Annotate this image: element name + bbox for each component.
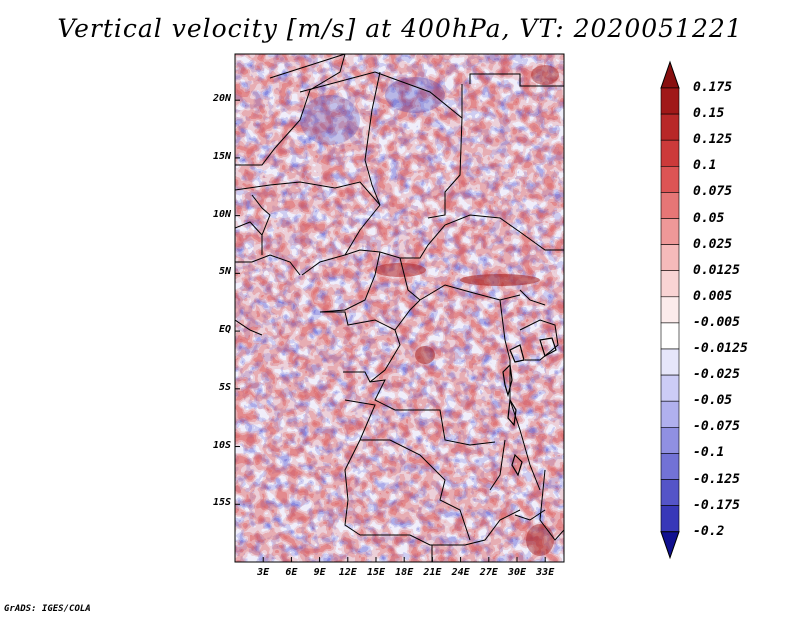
colorbar-level-label: -0.05 xyxy=(693,393,733,409)
lon-label-6e: 6E xyxy=(285,567,298,578)
lat-label-10n: 10N xyxy=(212,208,231,220)
figure-title: Vertical velocity [m/s] at 400hPa, VT: 2… xyxy=(57,14,743,43)
colorbar-swatch xyxy=(660,348,680,376)
colorbar-bottom-arrow xyxy=(660,531,680,560)
lon-label-15e: 15E xyxy=(366,567,386,578)
colorbar-swatch xyxy=(660,453,680,480)
latitude-ticks xyxy=(235,99,240,505)
colorbar-swatch xyxy=(660,192,680,219)
colorbar-level-label: -0.005 xyxy=(693,314,740,330)
colorbar-level-label: -0.025 xyxy=(693,367,740,383)
lat-label-15n: 15N xyxy=(212,150,231,162)
country-borders xyxy=(235,54,564,562)
lon-label-24e: 24E xyxy=(451,567,470,578)
vertical-velocity-field xyxy=(235,54,564,562)
lon-label-30e: 30E xyxy=(507,567,527,578)
colorbar-swatch xyxy=(660,139,680,167)
colorbar-level-label: -0.1 xyxy=(693,445,725,461)
lon-label-9e: 9E xyxy=(313,567,326,578)
colorbar-swatch xyxy=(660,374,680,402)
lon-label-27e: 27E xyxy=(479,567,498,578)
colorbar-swatch xyxy=(660,322,680,350)
lakes xyxy=(502,337,557,477)
colorbar-level-label: -0.0125 xyxy=(693,341,748,356)
colorbar-level-label: -0.075 xyxy=(693,419,740,435)
lat-label-eq: EQ xyxy=(218,324,231,336)
map-frame xyxy=(234,53,565,563)
lon-label-33e: 33E xyxy=(536,567,555,578)
lat-label-5n: 5N xyxy=(218,266,231,278)
lon-label-3e: 3E xyxy=(257,567,270,578)
colorbar-level-label: 0.15 xyxy=(693,106,725,122)
colorbar-level-label: 0.025 xyxy=(693,236,733,252)
colorbar-swatch xyxy=(660,270,680,298)
colorbar-level-label: 0.175 xyxy=(693,80,733,95)
colorbar-top-arrow xyxy=(660,60,680,89)
colorbar-level-label: 0.0125 xyxy=(693,262,740,278)
colorbar-level-label: -0.175 xyxy=(693,497,740,513)
colorbar-swatch xyxy=(660,87,680,115)
longitude-ticks xyxy=(262,557,546,562)
colorbar-swatch xyxy=(660,426,680,454)
colorbar-level-label: -0.125 xyxy=(693,471,740,487)
colorbar-swatch xyxy=(660,296,680,324)
colorbar-swatch xyxy=(660,113,680,141)
colorbar-level-label: 0.125 xyxy=(693,132,733,148)
lon-label-18e: 18E xyxy=(395,567,414,578)
colorbar-swatch xyxy=(660,218,680,245)
colorbar-swatch xyxy=(660,166,680,193)
lon-label-12e: 12E xyxy=(338,567,357,578)
colorbar xyxy=(660,60,680,560)
footer-credit: GrADS: IGES/COLA xyxy=(4,604,91,614)
lat-label-10s: 10S xyxy=(212,439,231,451)
colorbar-swatch xyxy=(660,479,680,506)
colorbar-swatch xyxy=(660,505,680,533)
colorbar-level-label: -0.2 xyxy=(693,523,725,539)
colorbar-swatch xyxy=(660,244,680,272)
colorbar-swatch xyxy=(660,400,680,428)
lat-label-5s: 5S xyxy=(218,381,231,393)
colorbar-level-label: 0.075 xyxy=(693,184,733,200)
colorbar-level-label: 0.1 xyxy=(693,158,717,174)
lat-label-20n: 20N xyxy=(212,93,231,105)
colorbar-level-label: 0.005 xyxy=(693,288,733,304)
lon-label-21e: 21E xyxy=(423,567,442,578)
colorbar-level-label: 0.05 xyxy=(693,210,725,226)
lat-label-15s: 15S xyxy=(212,497,231,509)
